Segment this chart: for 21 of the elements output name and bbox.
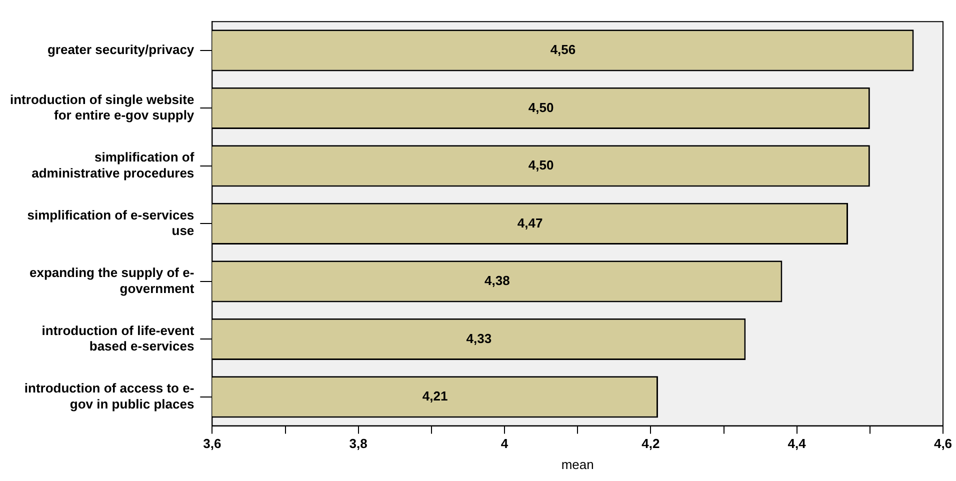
y-tick-label: introduction of life-event based e-services — [42, 322, 195, 354]
x-tick-label: 3,8 — [349, 436, 368, 452]
y-tick-label: simplification of administrative procedures — [32, 150, 195, 180]
y-tick-label: introduction of single website for entire e-gov supply — [10, 92, 195, 123]
data-label: 4,56 — [550, 42, 576, 58]
x-tick-label: 3,6 — [203, 436, 222, 452]
data-label: 4,21 — [422, 388, 448, 404]
y-tick-label: simplification of e-services use — [27, 207, 194, 238]
y-tick-label: greater security/privacy — [47, 42, 195, 58]
x-axis-title: mean — [561, 456, 594, 472]
data-label: 4,50 — [528, 100, 554, 115]
data-label: 4,33 — [466, 330, 492, 346]
x-tick-label: 4,2 — [642, 436, 660, 452]
data-label: 4,38 — [484, 273, 510, 288]
y-tick-label: expanding the supply of e-government — [29, 265, 195, 296]
x-tick-label: 4 — [500, 436, 509, 452]
y-tick-label: introduction of access to e-gov in public places — [24, 380, 194, 412]
x-tick-label: 4,4 — [788, 436, 807, 452]
x-tick-label: 4,6 — [934, 436, 952, 452]
data-label: 4,47 — [517, 215, 543, 230]
data-label: 4,50 — [528, 158, 554, 173]
